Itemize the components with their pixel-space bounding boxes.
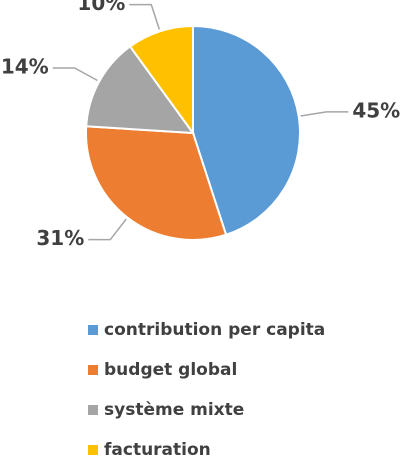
data-label: 14%	[1, 54, 49, 78]
data-label: 31%	[36, 226, 84, 250]
legend-swatch	[88, 325, 98, 335]
legend-swatch	[88, 445, 98, 455]
pie-slice	[128, 24, 194, 137]
legend-label: système mixte	[104, 400, 244, 420]
leader-line	[129, 3, 161, 30]
leader-line	[300, 111, 349, 117]
pie-slice	[192, 24, 301, 237]
legend-swatch	[88, 405, 98, 415]
legend-label: contribution per capita	[104, 320, 325, 340]
leader-line	[88, 218, 127, 241]
pie-slice	[85, 125, 228, 241]
data-label: 45%	[352, 98, 400, 122]
data-label: 10%	[77, 0, 125, 15]
pie-slice	[85, 45, 196, 135]
legend-label: facturation	[104, 440, 211, 460]
leader-line	[52, 67, 98, 82]
legend-swatch	[88, 365, 98, 375]
legend-label: budget global	[104, 360, 237, 380]
